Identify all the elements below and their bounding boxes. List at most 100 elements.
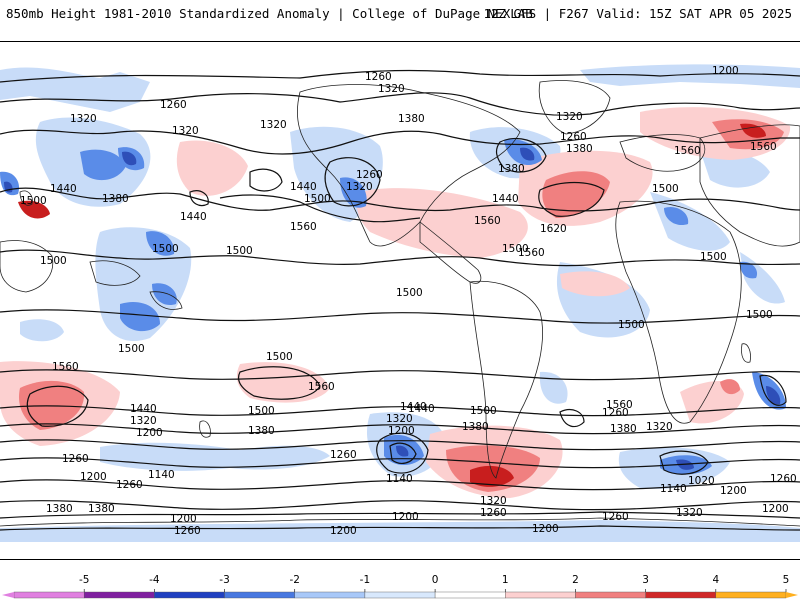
map-canvas: 1260 1320 1200 1260 1320 1320 1320 1380 … [0, 64, 800, 542]
contour-label: 1260 [62, 453, 89, 465]
contour-label: 1380 [566, 143, 593, 155]
contour-label: 1500 [502, 243, 529, 255]
contour-1260-north [0, 69, 800, 83]
model-run-info: 12Z GFS | F267 Valid: 15Z SAT APR 05 202… [483, 6, 792, 21]
high-closed-contour-pacific-2 [189, 190, 209, 207]
contour-label: 1560 [674, 145, 701, 157]
contour-label: 1380 [610, 423, 637, 435]
contour-label: 1380 [248, 425, 275, 437]
high-closed-contour-central-pacific [249, 168, 283, 192]
contour-label: 1200 [532, 523, 559, 535]
contour-label: 1500 [700, 251, 727, 263]
colorbar-swatch [83, 591, 155, 599]
contour-label: 1200 [170, 513, 197, 525]
colorbar-tick-label: -3 [219, 574, 229, 586]
contour-label: 1200 [720, 485, 747, 497]
contour-label: 1620 [540, 223, 567, 235]
contour-label: 1260 [174, 525, 201, 537]
contour-label: 1140 [148, 469, 175, 481]
contour-label: 1260 [330, 449, 357, 461]
colorbar-tick-label: 5 [783, 574, 790, 586]
contour-label: 1440 [290, 181, 317, 193]
high-closed-contour-south-pacific [26, 385, 89, 427]
map-header: 850mb Height 1981-2010 Standardized Anom… [0, 0, 800, 34]
colorbar-swatch [13, 591, 85, 599]
low-closed-contour-south-atlantic [559, 409, 585, 428]
colorbar-swatch [364, 591, 436, 599]
contour-1320-north [0, 92, 800, 116]
contour-label: 1320 [260, 119, 287, 131]
contour-label: 1500 [618, 319, 645, 331]
contour-label: 1320 [378, 83, 405, 95]
contour-1500-south [0, 369, 800, 381]
colorbar-swatch [575, 591, 646, 599]
anomaly-minus3-areas [4, 147, 781, 470]
low-closed-contour-north-pacific [324, 157, 381, 207]
contour-label: 1380 [88, 503, 115, 515]
contour-label: 1200 [330, 525, 357, 537]
contour-label: 1500 [226, 245, 253, 257]
contour-1380-south [0, 423, 800, 435]
contour-label: 1500 [248, 405, 275, 417]
low-closed-contour-labrador [495, 137, 547, 173]
coastlines [0, 80, 800, 527]
height-contours [0, 69, 800, 531]
contour-label: 1200 [80, 471, 107, 483]
contour-label: 1320 [346, 181, 373, 193]
contour-label: 1200 [392, 511, 419, 523]
colorbar-swatch [505, 591, 576, 599]
contour-label: 1260 [602, 511, 629, 523]
contour-label: 1380 [102, 193, 129, 205]
contour-1500-tropics [0, 309, 800, 324]
contour-label: 1500 [652, 183, 679, 195]
contour-label: 1500 [304, 193, 331, 205]
contour-label: 1320 [130, 415, 157, 427]
contour-label: 1140 [386, 473, 413, 485]
colorbar-tick-label: 4 [712, 574, 719, 586]
contour-label: 1200 [712, 65, 739, 77]
colorbar: -5 -4 -3 -2 -1 0 1 2 3 4 5 [0, 570, 800, 600]
contour-label: 1380 [462, 421, 489, 433]
contour-label: 1260 [560, 131, 587, 143]
contour-label: 1440 [492, 193, 519, 205]
anomaly-minus1-areas [0, 64, 800, 542]
colorbar-swatch [294, 591, 366, 599]
contour-label: 1320 [480, 495, 507, 507]
contour-label: 1380 [398, 113, 425, 125]
anomaly-map: 1260 1320 1200 1260 1320 1320 1320 1380 … [0, 41, 800, 560]
contour-label: 1560 [606, 399, 633, 411]
contour-label: 1200 [136, 427, 163, 439]
contour-1260-antarctic [0, 511, 800, 519]
colorbar-tick-label: -1 [360, 574, 370, 586]
contour-label: 1500 [470, 405, 497, 417]
contour-label: 1320 [676, 507, 703, 519]
contour-label: 1500 [20, 195, 47, 207]
contour-1140-south [0, 500, 800, 511]
contour-label: 1500 [396, 287, 423, 299]
contour-label: 1320 [646, 421, 673, 433]
contour-label: 1320 [556, 111, 583, 123]
contour-label: 1140 [660, 483, 687, 495]
low-closed-contour-pacific [376, 432, 429, 474]
contour-label: 1500 [118, 343, 145, 355]
contour-label: 1560 [750, 141, 777, 153]
contour-1200-south [0, 479, 800, 491]
contour-label: 1260 [356, 169, 383, 181]
colorbar-swatch [224, 591, 295, 599]
contour-1620-atlantic [538, 181, 605, 217]
contour-1260-south [0, 457, 800, 469]
contour-label: 1440 [400, 401, 427, 413]
colorbar-tick-label: 0 [432, 574, 439, 586]
contour-label: 1500 [746, 309, 773, 321]
contour-label: 1260 [770, 473, 797, 485]
low-closed-contour-pacific-2 [389, 442, 417, 464]
contour-label: 1260 [480, 507, 507, 519]
colorbar-canvas: -5 -4 -3 -2 -1 0 1 2 3 4 5 [2, 574, 798, 599]
low-closed-contour-indian-2 [759, 374, 787, 406]
contour-label: 1500 [152, 243, 179, 255]
contour-label: 1500 [40, 255, 67, 267]
colorbar-tick-label: 1 [502, 574, 509, 586]
colorbar-tick-label: -5 [79, 574, 89, 586]
anomaly-shading [0, 64, 800, 542]
contour-label: 1260 [116, 479, 143, 491]
